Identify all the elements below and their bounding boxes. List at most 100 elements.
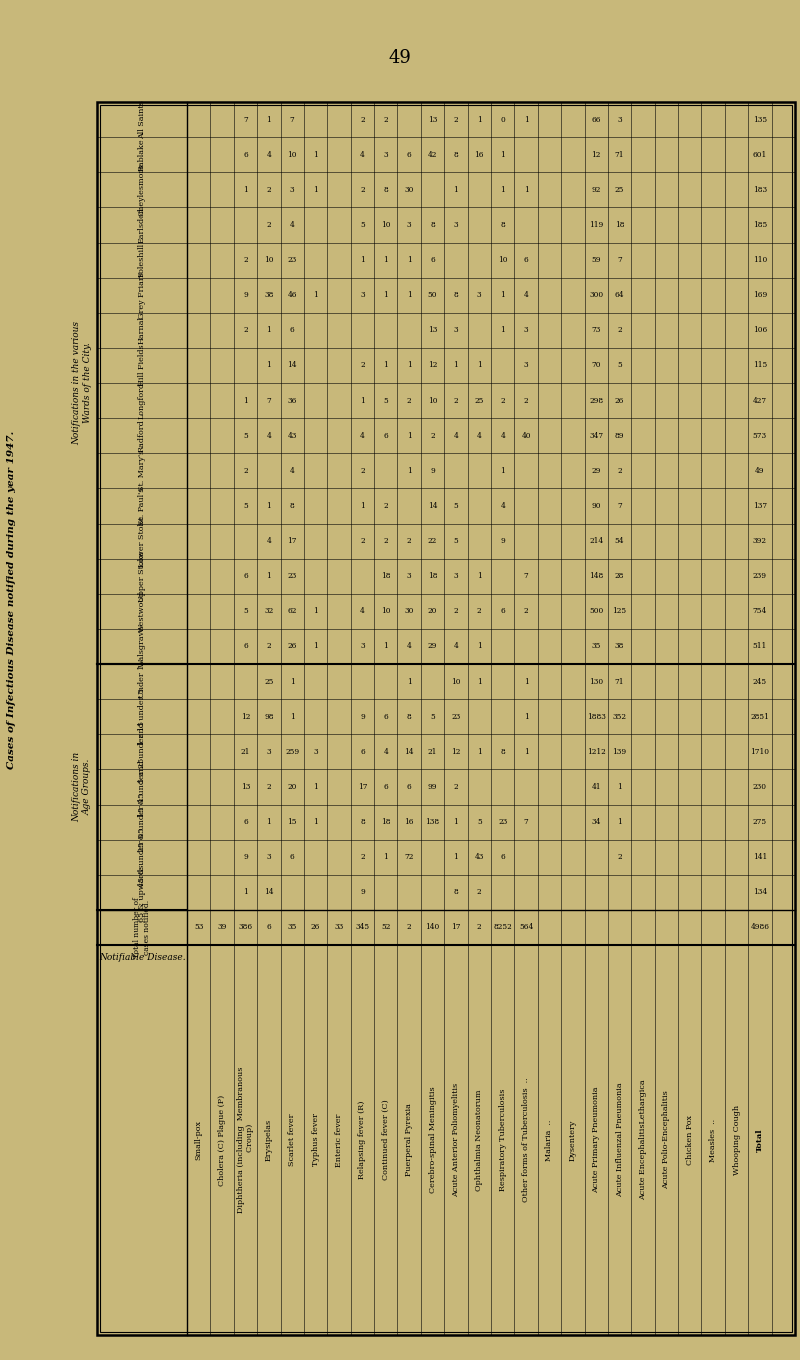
Text: 1: 1 <box>314 819 318 826</box>
Text: 4: 4 <box>500 502 505 510</box>
Text: Total number of
cases notified.: Total number of cases notified. <box>134 898 150 957</box>
Text: 8: 8 <box>383 186 388 194</box>
Text: 1: 1 <box>524 713 529 721</box>
Text: 36: 36 <box>287 397 297 404</box>
Text: 2: 2 <box>407 923 411 932</box>
Text: 12: 12 <box>591 151 601 159</box>
Text: 7: 7 <box>266 397 271 404</box>
Text: 1: 1 <box>266 116 271 124</box>
Text: 52: 52 <box>381 923 390 932</box>
Text: 16: 16 <box>474 151 484 159</box>
Text: 1: 1 <box>477 573 482 581</box>
Text: 2: 2 <box>454 608 458 615</box>
Text: 5: 5 <box>360 220 365 228</box>
Text: 2: 2 <box>618 466 622 475</box>
Text: 130: 130 <box>589 677 603 685</box>
Text: 2: 2 <box>243 326 248 335</box>
Text: 1: 1 <box>618 783 622 792</box>
Text: 5: 5 <box>243 431 248 439</box>
Text: 4: 4 <box>477 431 482 439</box>
Text: 92: 92 <box>591 186 601 194</box>
Text: 4: 4 <box>500 431 505 439</box>
Text: 10: 10 <box>451 677 461 685</box>
Text: 1: 1 <box>500 466 505 475</box>
Text: 352: 352 <box>613 713 626 721</box>
Text: 1: 1 <box>406 431 411 439</box>
Text: 8: 8 <box>406 713 411 721</box>
Text: 3: 3 <box>524 326 528 335</box>
Text: 71: 71 <box>615 151 624 159</box>
Text: St. Paul's: St. Paul's <box>138 487 146 525</box>
Text: 259: 259 <box>285 748 299 756</box>
Text: 10: 10 <box>498 256 507 264</box>
Text: 38: 38 <box>264 291 274 299</box>
Text: Notifiable Disease.: Notifiable Disease. <box>99 952 186 962</box>
Text: 1: 1 <box>266 326 271 335</box>
Text: 33: 33 <box>334 923 344 932</box>
Text: 14: 14 <box>428 502 438 510</box>
Text: 54: 54 <box>615 537 624 545</box>
Text: 1: 1 <box>454 819 458 826</box>
Text: 25 & under 45: 25 & under 45 <box>138 793 146 851</box>
Text: 6: 6 <box>383 783 388 792</box>
Text: 1: 1 <box>406 291 411 299</box>
Text: 4: 4 <box>290 220 294 228</box>
Text: 30: 30 <box>405 608 414 615</box>
Text: 275: 275 <box>753 819 767 826</box>
Text: 10: 10 <box>287 151 297 159</box>
Text: 4: 4 <box>454 431 458 439</box>
Text: Other forms of Tuberculosis  ..: Other forms of Tuberculosis .. <box>522 1077 530 1202</box>
Text: Lower Stoke: Lower Stoke <box>138 515 146 567</box>
Text: 1212: 1212 <box>587 748 606 756</box>
Text: Acute Anterior Poliomyelitis: Acute Anterior Poliomyelitis <box>452 1083 460 1197</box>
Text: 2: 2 <box>524 397 528 404</box>
Text: 2: 2 <box>243 466 248 475</box>
Text: 8: 8 <box>290 502 294 510</box>
Text: 500: 500 <box>589 608 603 615</box>
Text: 6: 6 <box>383 431 388 439</box>
Text: Small-pox: Small-pox <box>194 1121 202 1160</box>
Text: 28: 28 <box>615 573 624 581</box>
Text: 35: 35 <box>591 642 601 650</box>
Text: 1: 1 <box>477 677 482 685</box>
Text: 6: 6 <box>406 151 411 159</box>
Text: Malaria  ..: Malaria .. <box>546 1119 554 1160</box>
Text: 1: 1 <box>524 677 529 685</box>
Text: 2: 2 <box>243 256 248 264</box>
Text: 5 and under 15: 5 and under 15 <box>138 721 146 783</box>
Text: 1: 1 <box>266 502 271 510</box>
Text: 1: 1 <box>314 783 318 792</box>
Text: 5: 5 <box>454 502 458 510</box>
Text: 4: 4 <box>266 431 271 439</box>
Text: 1: 1 <box>383 256 388 264</box>
Text: Measles  ..: Measles .. <box>709 1118 717 1161</box>
Text: 169: 169 <box>753 291 767 299</box>
Text: 64: 64 <box>615 291 624 299</box>
Text: 239: 239 <box>753 573 767 581</box>
Text: 3: 3 <box>290 186 294 194</box>
Text: 137: 137 <box>753 502 767 510</box>
Text: 9: 9 <box>360 713 365 721</box>
Text: Harnal: Harnal <box>138 317 146 344</box>
Text: 8: 8 <box>500 220 505 228</box>
Text: 573: 573 <box>753 431 767 439</box>
Text: 12: 12 <box>451 748 461 756</box>
Text: 2851: 2851 <box>750 713 770 721</box>
Text: 1: 1 <box>243 186 248 194</box>
Text: Erysipelas: Erysipelas <box>265 1119 273 1161</box>
Text: 125: 125 <box>613 608 626 615</box>
Text: Whooping Cough: Whooping Cough <box>733 1104 741 1175</box>
Text: 53: 53 <box>194 923 203 932</box>
Text: 7: 7 <box>618 502 622 510</box>
Text: 3: 3 <box>524 362 528 370</box>
Text: 23: 23 <box>498 819 507 826</box>
Text: 1: 1 <box>406 256 411 264</box>
Text: 4986: 4986 <box>750 923 770 932</box>
Text: 6: 6 <box>360 748 365 756</box>
Text: 26: 26 <box>287 642 297 650</box>
Text: 98: 98 <box>264 713 274 721</box>
Text: 3: 3 <box>383 151 388 159</box>
Text: 6: 6 <box>406 783 411 792</box>
Text: 5: 5 <box>243 502 248 510</box>
Text: 2: 2 <box>266 220 271 228</box>
